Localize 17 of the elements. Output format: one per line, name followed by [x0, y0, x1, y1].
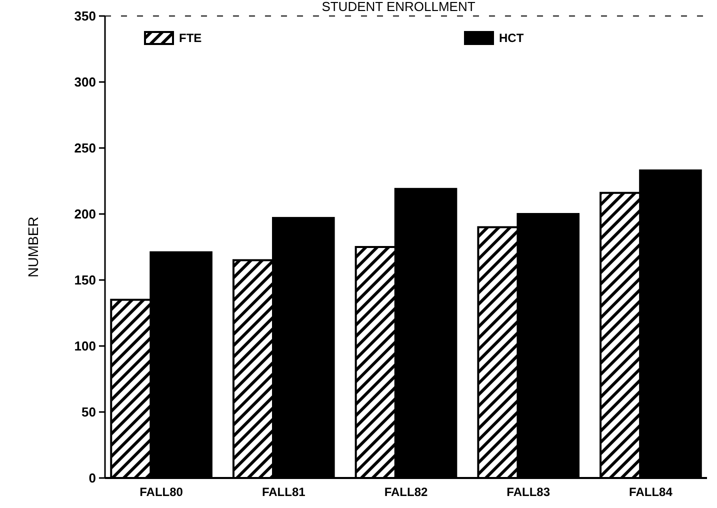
x-tick-label: FALL80 — [140, 485, 184, 499]
y-tick-label: 200 — [74, 206, 96, 222]
x-tick-label: FALL82 — [384, 485, 428, 499]
y-tick-label: 100 — [74, 338, 96, 354]
x-tick-label: FALL81 — [262, 485, 306, 499]
y-tick-label: 250 — [74, 140, 96, 156]
y-tick-label: 300 — [74, 74, 96, 90]
legend-label: FTE — [179, 31, 202, 46]
y-tick-label: 50 — [82, 404, 96, 420]
y-tick-label: 0 — [88, 470, 96, 486]
x-tick-label: FALL84 — [629, 485, 673, 499]
x-tick-label: FALL83 — [506, 485, 550, 499]
y-tick-label: 350 — [74, 8, 96, 24]
y-tick-label: 150 — [74, 272, 96, 288]
chart-title: STUDENT ENROLLMENT — [322, 0, 476, 14]
legend-label: HCT — [499, 31, 524, 46]
y-axis-title: NUMBER — [25, 216, 41, 278]
